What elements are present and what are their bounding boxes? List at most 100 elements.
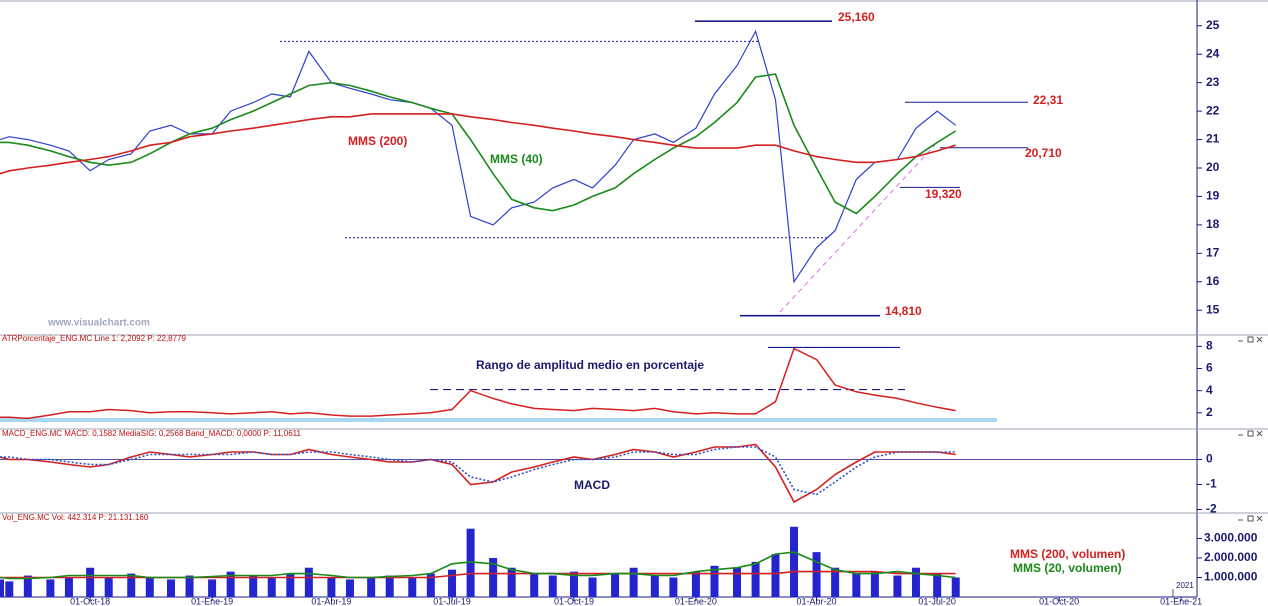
volume-bar — [304, 567, 313, 597]
y-tick-label: 4 — [1206, 383, 1213, 397]
volume-bar — [548, 575, 557, 597]
volume-bar — [951, 577, 960, 597]
series-label: MMS (200) — [348, 134, 407, 148]
x-tick-label: 01-Ene-21 — [1160, 596, 1202, 606]
series-label: MMS (40) — [490, 152, 543, 166]
indicator-line — [0, 347, 956, 420]
y-tick-label: 20 — [1206, 160, 1220, 174]
level-label: 22,31 — [1033, 93, 1063, 107]
year-label: 2021 — [1176, 581, 1194, 590]
y-tick-label: 25 — [1206, 18, 1220, 32]
volume-bar — [426, 573, 435, 597]
panel-header: ATRPorcentaje_ENG.MC Line 1: 2,2092 P: 2… — [2, 334, 187, 343]
x-tick-label: 01-Ene-20 — [675, 596, 717, 606]
y-tick-label: 21 — [1206, 132, 1220, 146]
y-tick-label: -1 — [1206, 477, 1217, 491]
level-label: 19,320 — [925, 187, 962, 201]
y-tick-label: 1.000.000 — [1204, 570, 1258, 584]
volume-bar — [771, 554, 780, 597]
y-tick-label: 16 — [1206, 274, 1220, 288]
series-label: MMS (200, volumen) — [1010, 547, 1125, 561]
volume-bar — [327, 577, 336, 597]
y-tick-label: 22 — [1206, 103, 1220, 117]
volume-bar — [367, 577, 376, 597]
volume-bar — [127, 573, 136, 597]
x-tick-label: 01-Jul-19 — [433, 596, 471, 606]
trend-line — [779, 144, 936, 313]
atr-band — [0, 418, 997, 422]
series-line — [0, 551, 956, 580]
panel-title: MACD — [574, 478, 610, 492]
volume-bar — [751, 561, 760, 597]
volume-bar — [104, 577, 113, 597]
x-tick-label: 01-Oct-18 — [70, 596, 110, 606]
x-tick-label: 01-Jul-20 — [918, 596, 956, 606]
y-tick-label: 3.000.000 — [1204, 531, 1258, 545]
volume-bar — [629, 567, 638, 597]
volume-bar — [691, 571, 700, 597]
volume-bar — [145, 577, 154, 597]
y-tick-label: 24 — [1206, 46, 1220, 60]
y-tick-label: 0 — [1206, 452, 1213, 466]
y-tick-label: 2.000.000 — [1204, 550, 1258, 564]
y-tick-label: -2 — [1206, 502, 1217, 516]
volume-bar — [893, 575, 902, 597]
volume-bar — [0, 579, 4, 597]
volume-bar — [185, 575, 194, 597]
volume-bar — [86, 567, 95, 597]
volume-bar — [46, 579, 55, 597]
y-tick-label: 17 — [1206, 246, 1220, 260]
volume-bar — [345, 579, 354, 597]
volume-bar — [790, 526, 799, 597]
y-tick-label: 18 — [1206, 217, 1220, 231]
volume-bar — [408, 577, 417, 597]
volume-bar — [569, 571, 578, 597]
y-tick-label: 19 — [1206, 189, 1220, 203]
series-line — [0, 446, 956, 496]
x-tick-label: 01-Ene-19 — [191, 596, 233, 606]
volume-bar — [611, 573, 620, 597]
level-label: 25,160 — [838, 10, 875, 24]
volume-bar — [267, 577, 276, 597]
volume-bar — [23, 575, 32, 597]
volume-bar — [208, 579, 217, 597]
panel-header: Vol_ENG.MC Vol: 442.314 P: 21.131.160 — [2, 513, 149, 522]
volume-bar — [530, 573, 539, 597]
volume-bar — [911, 567, 920, 597]
volume-bar — [588, 577, 597, 597]
series-line — [0, 443, 956, 504]
volume-bar — [933, 573, 942, 597]
volume-bar — [286, 573, 295, 597]
volume-bar — [167, 579, 175, 597]
volume-bar — [249, 575, 258, 597]
volume-bar — [870, 571, 879, 597]
volume-bar — [5, 581, 14, 597]
y-tick-label: 2 — [1206, 405, 1213, 419]
level-label: 14,810 — [885, 304, 922, 318]
volume-bar — [852, 573, 861, 597]
volume-bar — [448, 569, 457, 597]
y-tick-label: 8 — [1206, 338, 1213, 352]
volume-bar — [385, 575, 394, 597]
volume-bar — [710, 565, 719, 597]
panel-header: MACD_ENG.MC MACD: 0,1582 MediaSIG: 0,256… — [2, 429, 302, 438]
volume-bar — [507, 567, 516, 597]
x-tick-label: 01-Oct-20 — [1039, 596, 1079, 606]
y-tick-label: 6 — [1206, 361, 1213, 375]
volume-bar — [489, 557, 498, 597]
volume-bar — [466, 528, 475, 597]
x-tick-label: 01-Abr-20 — [797, 596, 837, 606]
volume-bar — [650, 575, 659, 597]
series-line — [0, 73, 957, 215]
volume-bar — [831, 567, 840, 597]
volume-bar — [669, 577, 678, 597]
panel-title: Rango de amplitud medio en porcentaje — [476, 358, 704, 372]
volume-bar — [226, 571, 235, 597]
x-tick-label: 01-Oct-19 — [554, 596, 594, 606]
volume-bar — [64, 577, 73, 597]
series-label: MMS (20, volumen) — [1013, 561, 1122, 575]
panel-buttons[interactable] — [1238, 336, 1263, 522]
volume-bar — [812, 552, 821, 597]
